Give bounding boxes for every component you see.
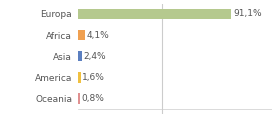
Bar: [78, 93, 80, 104]
Text: 2,4%: 2,4%: [84, 52, 106, 61]
Text: 0,8%: 0,8%: [81, 94, 104, 103]
Bar: [78, 51, 82, 61]
Text: 4,1%: 4,1%: [87, 30, 109, 39]
Bar: [78, 9, 232, 19]
Bar: [78, 72, 81, 83]
Bar: [78, 30, 85, 40]
Text: 1,6%: 1,6%: [82, 73, 105, 82]
Text: 91,1%: 91,1%: [233, 9, 262, 18]
